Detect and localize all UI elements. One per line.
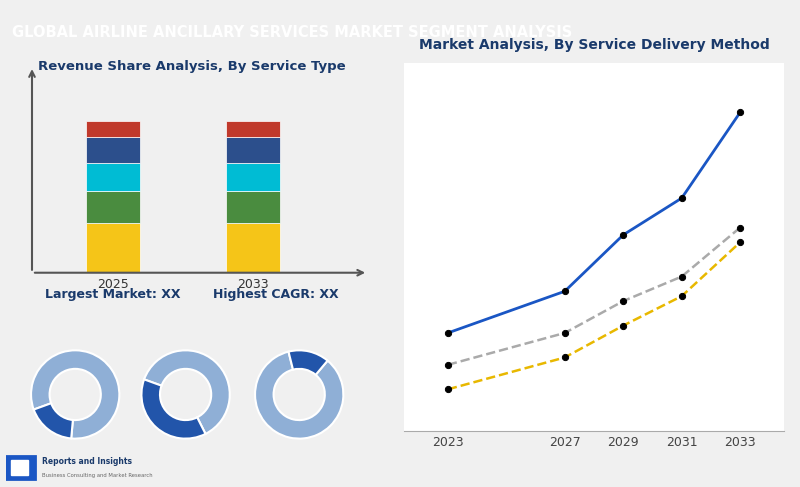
Wedge shape: [255, 352, 343, 439]
Text: Highest CAGR: XX: Highest CAGR: XX: [214, 288, 339, 301]
Bar: [226, 163, 280, 191]
Title: Revenue Share Analysis, By Service Type: Revenue Share Analysis, By Service Type: [38, 59, 346, 73]
Wedge shape: [31, 350, 119, 439]
FancyBboxPatch shape: [11, 460, 29, 475]
Wedge shape: [34, 403, 73, 438]
Bar: [86, 163, 140, 191]
Text: GLOBAL AIRLINE ANCILLARY SERVICES MARKET SEGMENT ANALYSIS: GLOBAL AIRLINE ANCILLARY SERVICES MARKET…: [12, 25, 572, 40]
Text: Reports and Insights: Reports and Insights: [42, 457, 131, 466]
Bar: [226, 121, 280, 137]
Text: Largest Market: XX: Largest Market: XX: [46, 288, 181, 301]
Title: Market Analysis, By Service Delivery Method: Market Analysis, By Service Delivery Met…: [418, 38, 770, 53]
Wedge shape: [289, 350, 327, 375]
Bar: [86, 137, 140, 163]
Wedge shape: [144, 350, 230, 434]
Bar: [86, 223, 140, 273]
Bar: [226, 137, 280, 163]
Text: Business Consulting and Market Research: Business Consulting and Market Research: [42, 472, 152, 478]
Bar: [86, 121, 140, 137]
Bar: [226, 223, 280, 273]
Wedge shape: [142, 379, 206, 439]
Bar: [226, 191, 280, 223]
FancyBboxPatch shape: [6, 456, 34, 479]
Bar: [86, 191, 140, 223]
